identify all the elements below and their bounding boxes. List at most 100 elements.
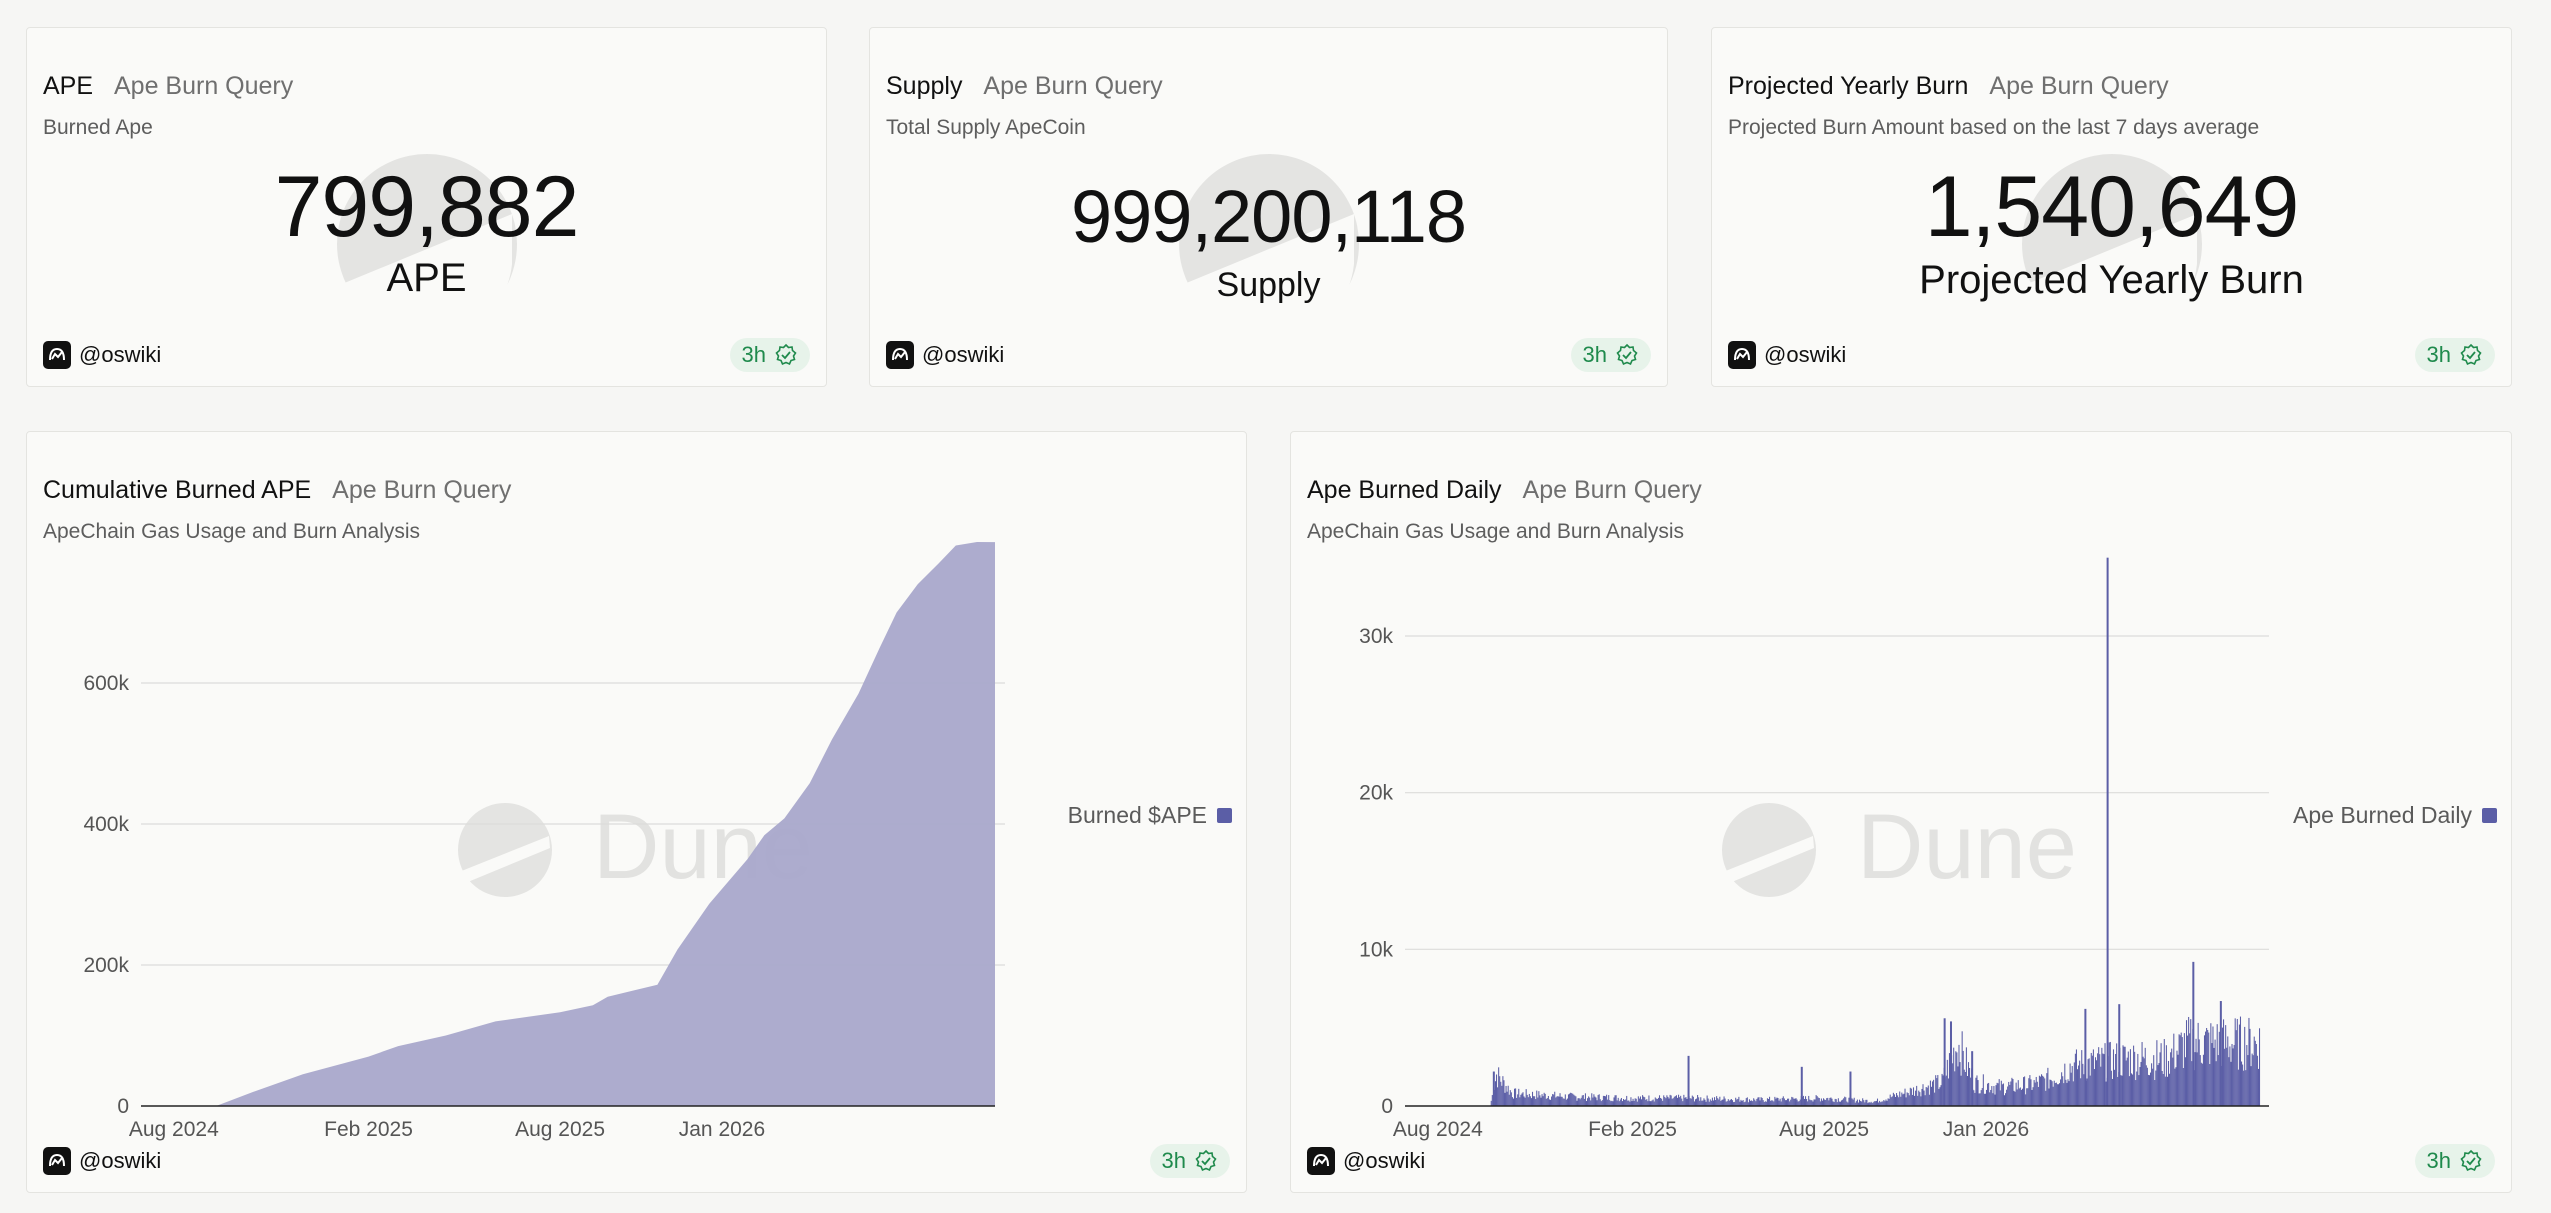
daily-bar xyxy=(2108,1042,2110,1106)
daily-bar xyxy=(1645,1099,1647,1106)
daily-bar xyxy=(2062,1076,2064,1106)
daily-bar xyxy=(1821,1100,1824,1106)
daily-bar xyxy=(1675,1095,1677,1106)
card-title[interactable]: Supply xyxy=(886,72,963,100)
dune-logo-background xyxy=(336,154,517,334)
counter-value: 1,540,649 xyxy=(1924,159,2300,255)
author-link[interactable]: @oswiki xyxy=(43,341,161,369)
verified-check-icon xyxy=(2460,1149,2482,1172)
daily-bar xyxy=(1966,1076,1968,1106)
card-query-name[interactable]: Ape Burn Query xyxy=(1989,72,2169,100)
counter-card-projected-burn[interactable]: Projected Yearly Burn Ape Burn Query Pro… xyxy=(1711,27,2512,387)
daily-bar xyxy=(1757,1097,1759,1106)
daily-bar xyxy=(1494,1081,1497,1106)
daily-bar xyxy=(1885,1099,1887,1106)
daily-bar xyxy=(2128,1076,2130,1106)
freshness-badge[interactable]: 3h xyxy=(1149,1144,1230,1178)
author-link[interactable]: @oswiki xyxy=(1307,1147,1425,1175)
author-link[interactable]: @oswiki xyxy=(43,1147,161,1175)
daily-bar xyxy=(2041,1074,2043,1106)
daily-bar xyxy=(1728,1100,1730,1106)
daily-bar xyxy=(1509,1090,1511,1106)
daily-bar xyxy=(2053,1080,2055,1106)
daily-bar xyxy=(1600,1101,1602,1106)
daily-bar xyxy=(1640,1099,1643,1106)
chart-legend[interactable]: Burned $APE xyxy=(1068,802,1232,829)
card-title[interactable]: APE xyxy=(43,72,94,100)
daily-bar xyxy=(1791,1096,1793,1106)
daily-bar xyxy=(1666,1095,1668,1106)
daily-bar xyxy=(1803,1098,1806,1106)
daily-bar xyxy=(1629,1101,1631,1106)
card-title[interactable]: Projected Yearly Burn xyxy=(1728,72,1969,100)
chart-card-cumulative[interactable]: Cumulative Burned APE Ape Burn Query Ape… xyxy=(26,431,1247,1193)
daily-bar xyxy=(2013,1090,2015,1106)
freshness-badge[interactable]: 3h xyxy=(2414,1144,2495,1178)
daily-bar xyxy=(2255,1044,2257,1106)
chart-card-daily[interactable]: Ape Burned Daily Ape Burn Query ApeChain… xyxy=(1290,431,2512,1193)
card-title[interactable]: Ape Burned Daily xyxy=(1307,476,1502,504)
daily-bar xyxy=(2197,1022,2199,1106)
daily-bar xyxy=(2235,1030,2237,1106)
counter-card-ape[interactable]: APE Ape Burn Query Burned Ape 799,882 AP… xyxy=(26,27,827,387)
daily-bar xyxy=(1624,1099,1626,1106)
daily-bar xyxy=(1712,1100,1715,1106)
daily-bar xyxy=(1520,1094,1522,1106)
freshness-badge[interactable]: 3h xyxy=(729,338,810,372)
daily-bar xyxy=(2214,1039,2216,1106)
daily-bar xyxy=(1989,1092,1991,1106)
card-description: Total Supply ApeCoin xyxy=(886,116,1086,139)
daily-bar xyxy=(2054,1083,2056,1106)
daily-bar xyxy=(1811,1100,1813,1106)
card-query-name[interactable]: Ape Burn Query xyxy=(332,476,512,504)
daily-bar xyxy=(2115,1053,2117,1106)
card-query-name[interactable]: Ape Burn Query xyxy=(1522,476,1702,504)
daily-bar xyxy=(1516,1097,1518,1106)
daily-bar xyxy=(1893,1094,1895,1106)
card-footer: @oswiki 3h xyxy=(1728,338,2495,372)
card-title[interactable]: Cumulative Burned APE xyxy=(43,476,312,504)
chart-legend[interactable]: Ape Burned Daily xyxy=(2293,802,2497,829)
daily-bar xyxy=(1890,1097,1892,1106)
daily-bar xyxy=(2055,1082,2057,1106)
daily-bar xyxy=(2007,1086,2009,1106)
daily-bar xyxy=(1613,1097,1615,1106)
daily-bar xyxy=(1961,1031,1963,1106)
counter-card-supply[interactable]: Supply Ape Burn Query Total Supply ApeCo… xyxy=(869,27,1668,387)
daily-bar xyxy=(1781,1097,1783,1106)
daily-bar xyxy=(2162,1073,2164,1106)
card-query-name[interactable]: Ape Burn Query xyxy=(113,72,294,100)
freshness-badge[interactable]: 3h xyxy=(1570,338,1651,372)
daily-bar xyxy=(1662,1100,1664,1106)
daily-bar xyxy=(1657,1097,1659,1106)
daily-bar xyxy=(2221,1027,2224,1106)
daily-bar xyxy=(1500,1081,1502,1106)
daily-bar xyxy=(1783,1098,1785,1106)
author-link[interactable]: @oswiki xyxy=(1728,341,1846,369)
freshness-badge[interactable]: 3h xyxy=(2414,338,2495,372)
daily-bar xyxy=(1615,1095,1617,1106)
daily-bar xyxy=(2066,1082,2068,1106)
daily-bar xyxy=(1904,1088,1906,1106)
daily-bar xyxy=(1762,1100,1764,1106)
daily-bar xyxy=(1579,1099,1581,1106)
daily-bar xyxy=(1772,1100,1774,1106)
daily-bar-chart[interactable]: Dune 0 10k 20k 30k Aug 2024 Feb 2025 Aug 2025 Ja… xyxy=(1291,432,2513,1152)
freshness-age: 3h xyxy=(741,342,766,367)
daily-bar xyxy=(1907,1093,1909,1106)
daily-bar xyxy=(1967,1062,1970,1106)
daily-bar xyxy=(1836,1102,1838,1106)
daily-bar xyxy=(1906,1092,1908,1106)
daily-bar xyxy=(1995,1085,1997,1106)
daily-bar xyxy=(2227,1036,2229,1106)
author-name: @oswiki xyxy=(79,342,162,367)
author-link[interactable]: @oswiki xyxy=(886,341,1004,369)
daily-bar xyxy=(1560,1096,1562,1106)
daily-bar xyxy=(1626,1095,1628,1106)
daily-bar xyxy=(1653,1101,1655,1106)
daily-bar xyxy=(1683,1094,1685,1106)
daily-bar xyxy=(1902,1094,1904,1106)
y-tick-label: 400k xyxy=(83,813,129,836)
card-query-name[interactable]: Ape Burn Query xyxy=(983,72,1163,100)
